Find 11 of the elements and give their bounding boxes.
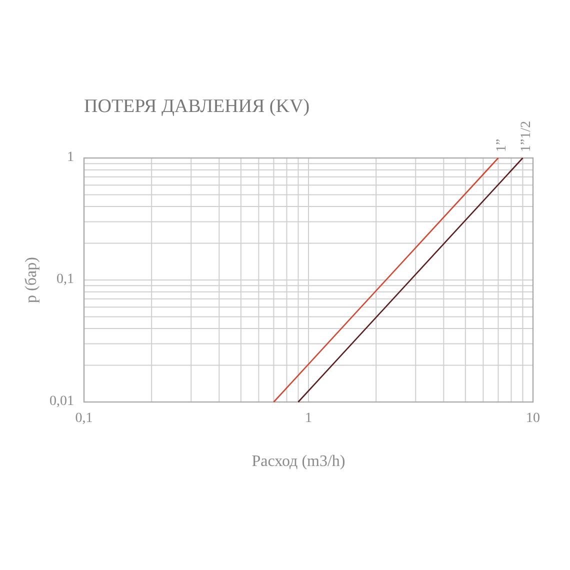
x-axis-title: Расход (m3/h) — [252, 453, 346, 470]
x-tick-label: 0,1 — [75, 411, 93, 426]
y-axis-title: р (бар) — [23, 257, 40, 303]
chart-title: ПОТЕРЯ ДАВЛЕНИЯ (KV) — [84, 96, 310, 117]
y-tick-label: 1 — [67, 150, 74, 166]
x-tick-label: 1 — [305, 411, 312, 426]
text: 1”1/2 — [518, 120, 534, 152]
text: 1” — [494, 138, 510, 152]
y-tick-label: 0,01 — [50, 394, 74, 410]
y-tick-label: 0,1 — [56, 272, 74, 288]
x-tick-label: 10 — [526, 411, 540, 426]
